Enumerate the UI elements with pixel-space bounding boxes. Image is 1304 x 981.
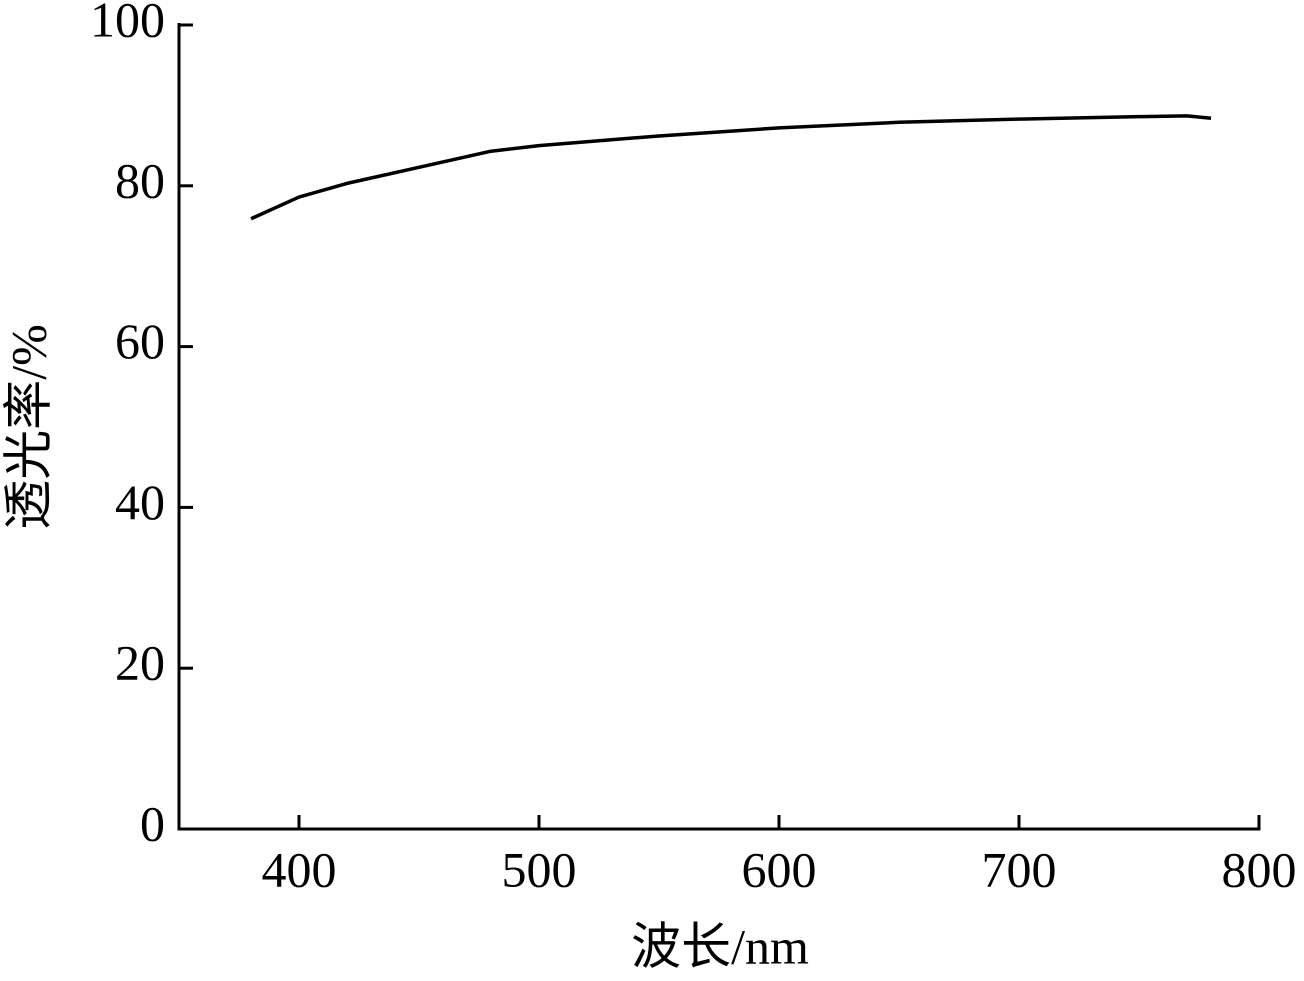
x-tick-label: 500 xyxy=(502,841,577,897)
y-tick-label: 40 xyxy=(115,474,165,530)
x-tick-label: 700 xyxy=(982,841,1057,897)
x-tick-label: 800 xyxy=(1222,841,1297,897)
x-tick-label: 600 xyxy=(742,841,817,897)
line xyxy=(250,114,1212,221)
x-axis-label: 波长/nm xyxy=(631,918,809,974)
y-tick-label: 0 xyxy=(140,795,165,851)
y-tick-label: 100 xyxy=(90,0,165,47)
y-tick-label: 60 xyxy=(115,313,165,369)
y-axis-label: 透光率/% xyxy=(0,324,56,530)
y-tick-label: 20 xyxy=(115,635,165,691)
x-tick-label: 400 xyxy=(262,841,337,897)
y-tick-label: 80 xyxy=(115,152,165,208)
